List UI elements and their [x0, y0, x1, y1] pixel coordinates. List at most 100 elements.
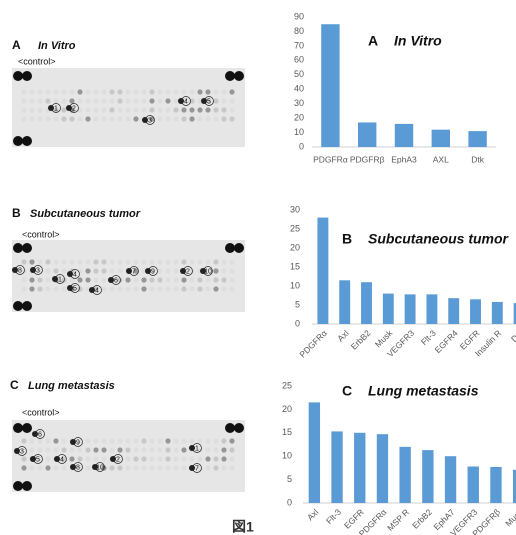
blot-spot	[181, 89, 186, 94]
blot-spot	[117, 268, 122, 273]
blot-spot	[125, 107, 130, 112]
blot-spot	[205, 107, 210, 112]
blot-spot	[29, 438, 34, 443]
control-spot	[22, 481, 32, 491]
y-tick-label: 50	[294, 69, 304, 79]
blot-spot	[157, 268, 162, 273]
blot-spot	[53, 268, 58, 273]
blot-spot	[165, 438, 170, 443]
bar	[445, 456, 456, 503]
blot-spot	[165, 107, 170, 112]
control-spot	[225, 71, 235, 81]
bar	[422, 450, 433, 503]
bar	[426, 294, 437, 324]
blot-spot	[77, 447, 82, 452]
blot-spot	[221, 98, 226, 103]
blot-spot	[189, 438, 194, 443]
blot-spot	[93, 447, 98, 452]
spot-number: 3	[20, 448, 24, 455]
blot-spot	[157, 89, 162, 94]
chart-title: Subcutaneous tumor	[368, 231, 510, 247]
x-tick-label: ErbB2	[349, 328, 373, 352]
blot-spot	[29, 107, 34, 112]
blot-spot	[37, 447, 42, 452]
bar	[405, 294, 416, 324]
y-tick-label: 25	[282, 380, 292, 390]
blot-spot	[61, 107, 66, 112]
x-tick-label: Axl	[335, 328, 350, 343]
blot-spot	[205, 286, 210, 291]
blot-spot	[157, 107, 162, 112]
blot-spot	[61, 268, 66, 273]
blot-spot	[29, 116, 34, 121]
blot-spot	[53, 98, 58, 103]
blot-spot	[61, 438, 66, 443]
bar	[321, 24, 339, 147]
chart-title: Lung metastasis	[368, 383, 479, 399]
blot-spot	[77, 259, 82, 264]
blot-spot	[173, 286, 178, 291]
blot-spot	[197, 107, 202, 112]
blot-spot	[133, 116, 138, 121]
blot-spot	[197, 456, 202, 461]
blot-spot	[141, 277, 146, 282]
blot-spot	[213, 107, 218, 112]
blot-spot	[69, 447, 74, 452]
blot-spot	[93, 259, 98, 264]
blot-spot	[181, 107, 186, 112]
blot-spot	[157, 465, 162, 470]
y-tick-label: 10	[290, 280, 300, 290]
blot-spot	[61, 465, 66, 470]
blot-spot	[21, 107, 26, 112]
blot-spot	[109, 98, 114, 103]
blot-spot	[205, 438, 210, 443]
blot-spot	[37, 286, 42, 291]
blot-spot	[117, 107, 122, 112]
blot-spot	[165, 98, 170, 103]
bar	[358, 122, 376, 147]
blot-spot	[205, 277, 210, 282]
spot-number: 4	[60, 456, 64, 463]
blot-spot	[101, 286, 106, 291]
blot-spot	[37, 465, 42, 470]
blot-spot	[141, 98, 146, 103]
blot-spot	[157, 456, 162, 461]
blot-spot	[205, 116, 210, 121]
spot-number: 5	[73, 285, 77, 292]
blot-spot	[149, 107, 154, 112]
spot-number: 6	[38, 431, 42, 438]
bar	[317, 218, 328, 324]
chart-letter: C	[342, 383, 352, 399]
panel-letter: C	[10, 378, 19, 392]
y-tick-label: 0	[295, 318, 300, 328]
blot-spot	[21, 268, 26, 273]
blot-spot	[221, 268, 226, 273]
panel-letter: B	[12, 206, 21, 220]
blot-spot	[37, 98, 42, 103]
blot-spot	[141, 286, 146, 291]
blot-spot	[61, 89, 66, 94]
blot-spot	[53, 259, 58, 264]
blot-spot	[213, 465, 218, 470]
blot-spot	[77, 116, 82, 121]
blot-spot	[109, 259, 114, 264]
spot-number: 1	[195, 445, 199, 452]
blot-spot	[173, 98, 178, 103]
blot-spot	[21, 89, 26, 94]
x-tick-label: PDGFRβ	[350, 154, 385, 164]
blot-spot	[69, 456, 74, 461]
blot-spot	[101, 447, 106, 452]
control-spot	[22, 301, 32, 311]
blot-spot	[29, 259, 34, 264]
blot-spot	[101, 438, 106, 443]
blot-spot	[149, 465, 154, 470]
control-spot	[13, 71, 23, 81]
blot-spot	[109, 447, 114, 452]
bar	[468, 131, 486, 147]
blot-spot	[93, 107, 98, 112]
blot-spot	[45, 259, 50, 264]
blot-spot	[173, 277, 178, 282]
blot-spot	[229, 89, 234, 94]
control-spot	[234, 71, 244, 81]
blot-spot	[37, 277, 42, 282]
